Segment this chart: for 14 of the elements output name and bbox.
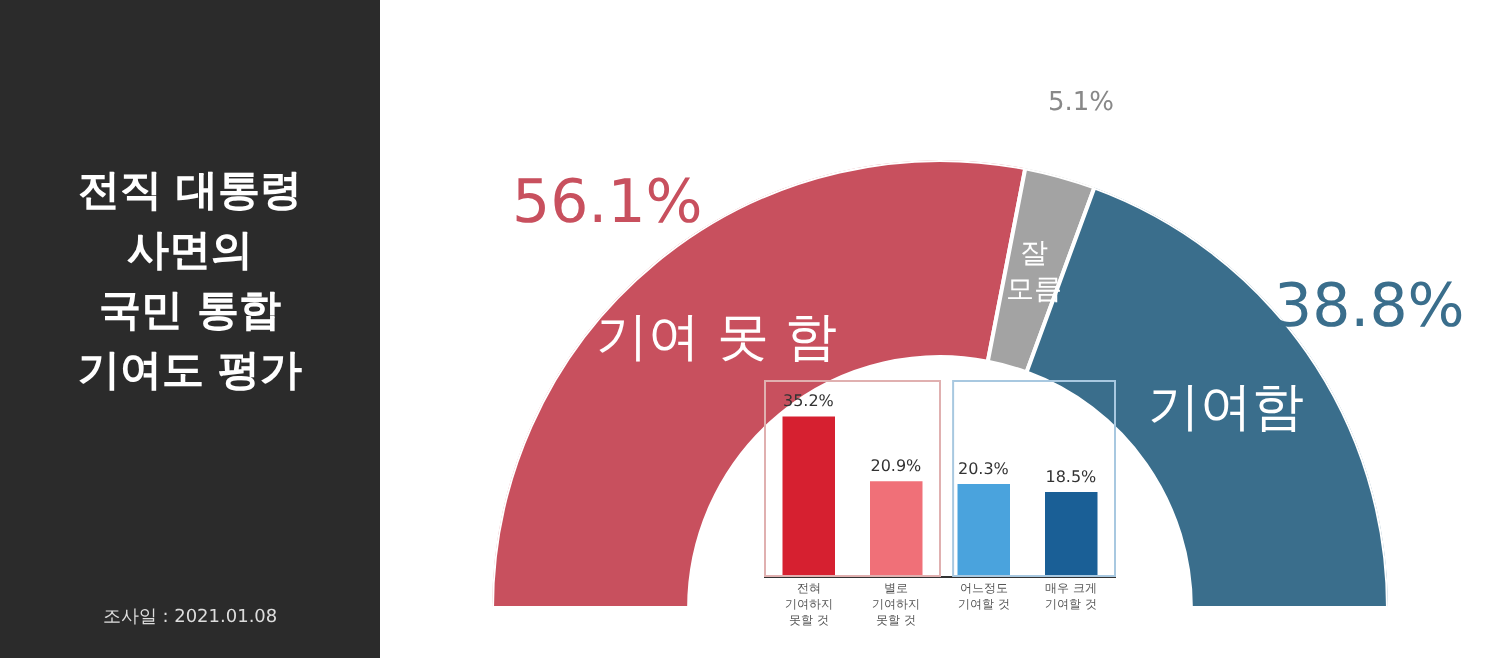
data-label: 56.1% <box>512 168 703 238</box>
data-label: 20.9% <box>870 457 923 476</box>
data-label: 18.5% <box>1045 468 1098 487</box>
bar <box>957 483 1010 576</box>
bar <box>782 416 835 576</box>
text: 조사일 : 2021.01.08 <box>100 606 280 630</box>
bar <box>1045 492 1098 576</box>
bar <box>870 481 923 576</box>
data-label: 5.1% <box>1048 88 1115 118</box>
data-label: 20.3% <box>957 459 1010 478</box>
slice-label: 기여함 <box>1148 378 1304 438</box>
data-label: 38.8% <box>1274 272 1465 342</box>
slice-label: 기여 못 함 <box>596 308 838 368</box>
text: 전직 대통령 사면의 국민 통합 기여도 평가 <box>75 164 305 398</box>
